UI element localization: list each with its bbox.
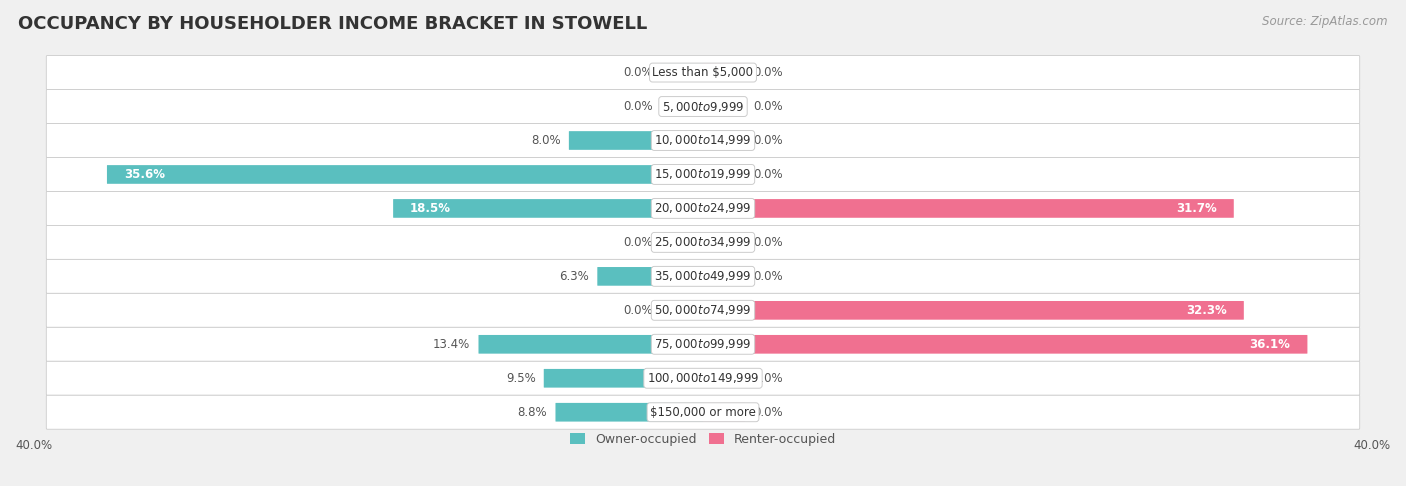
Text: 0.0%: 0.0%: [754, 406, 783, 419]
Text: 0.0%: 0.0%: [754, 270, 783, 283]
Text: $10,000 to $14,999: $10,000 to $14,999: [654, 134, 752, 147]
Text: 36.1%: 36.1%: [1250, 338, 1291, 351]
FancyBboxPatch shape: [544, 369, 703, 388]
FancyBboxPatch shape: [46, 395, 1360, 429]
FancyBboxPatch shape: [107, 165, 703, 184]
FancyBboxPatch shape: [703, 301, 1244, 320]
Text: 8.8%: 8.8%: [517, 406, 547, 419]
Text: 9.5%: 9.5%: [506, 372, 536, 385]
Text: $75,000 to $99,999: $75,000 to $99,999: [654, 337, 752, 351]
FancyBboxPatch shape: [46, 361, 1360, 395]
Text: 18.5%: 18.5%: [411, 202, 451, 215]
FancyBboxPatch shape: [478, 335, 703, 354]
FancyBboxPatch shape: [703, 97, 745, 116]
FancyBboxPatch shape: [46, 191, 1360, 226]
FancyBboxPatch shape: [46, 123, 1360, 157]
Text: $35,000 to $49,999: $35,000 to $49,999: [654, 269, 752, 283]
FancyBboxPatch shape: [555, 403, 703, 421]
Text: Source: ZipAtlas.com: Source: ZipAtlas.com: [1263, 15, 1388, 28]
FancyBboxPatch shape: [703, 267, 745, 286]
FancyBboxPatch shape: [46, 294, 1360, 327]
Text: 0.0%: 0.0%: [754, 372, 783, 385]
Text: $5,000 to $9,999: $5,000 to $9,999: [662, 100, 744, 114]
FancyBboxPatch shape: [394, 199, 703, 218]
Text: 0.0%: 0.0%: [623, 304, 652, 317]
Text: $100,000 to $149,999: $100,000 to $149,999: [647, 371, 759, 385]
Legend: Owner-occupied, Renter-occupied: Owner-occupied, Renter-occupied: [565, 428, 841, 451]
FancyBboxPatch shape: [46, 327, 1360, 361]
FancyBboxPatch shape: [703, 403, 745, 421]
Text: 6.3%: 6.3%: [560, 270, 589, 283]
Text: 35.6%: 35.6%: [124, 168, 165, 181]
FancyBboxPatch shape: [703, 131, 745, 150]
FancyBboxPatch shape: [569, 131, 703, 150]
FancyBboxPatch shape: [661, 233, 703, 252]
Text: 32.3%: 32.3%: [1187, 304, 1227, 317]
Text: 31.7%: 31.7%: [1175, 202, 1216, 215]
Text: $15,000 to $19,999: $15,000 to $19,999: [654, 168, 752, 181]
Text: 8.0%: 8.0%: [531, 134, 561, 147]
Text: OCCUPANCY BY HOUSEHOLDER INCOME BRACKET IN STOWELL: OCCUPANCY BY HOUSEHOLDER INCOME BRACKET …: [18, 15, 648, 33]
FancyBboxPatch shape: [661, 97, 703, 116]
Text: Less than $5,000: Less than $5,000: [652, 66, 754, 79]
FancyBboxPatch shape: [46, 260, 1360, 294]
FancyBboxPatch shape: [703, 199, 1234, 218]
Text: 0.0%: 0.0%: [623, 236, 652, 249]
FancyBboxPatch shape: [661, 63, 703, 82]
Text: $20,000 to $24,999: $20,000 to $24,999: [654, 201, 752, 215]
Text: 0.0%: 0.0%: [754, 134, 783, 147]
Text: 0.0%: 0.0%: [754, 100, 783, 113]
FancyBboxPatch shape: [703, 233, 745, 252]
Text: 0.0%: 0.0%: [754, 66, 783, 79]
FancyBboxPatch shape: [703, 63, 745, 82]
Text: 0.0%: 0.0%: [754, 236, 783, 249]
Text: $50,000 to $74,999: $50,000 to $74,999: [654, 303, 752, 317]
Text: $150,000 or more: $150,000 or more: [650, 406, 756, 419]
Text: 13.4%: 13.4%: [433, 338, 471, 351]
FancyBboxPatch shape: [46, 226, 1360, 260]
FancyBboxPatch shape: [703, 165, 745, 184]
FancyBboxPatch shape: [46, 89, 1360, 123]
FancyBboxPatch shape: [661, 301, 703, 320]
FancyBboxPatch shape: [703, 369, 745, 388]
Text: 0.0%: 0.0%: [623, 100, 652, 113]
FancyBboxPatch shape: [598, 267, 703, 286]
FancyBboxPatch shape: [46, 55, 1360, 89]
Text: $25,000 to $34,999: $25,000 to $34,999: [654, 235, 752, 249]
FancyBboxPatch shape: [46, 157, 1360, 191]
Text: 0.0%: 0.0%: [623, 66, 652, 79]
Text: 0.0%: 0.0%: [754, 168, 783, 181]
FancyBboxPatch shape: [703, 335, 1308, 354]
